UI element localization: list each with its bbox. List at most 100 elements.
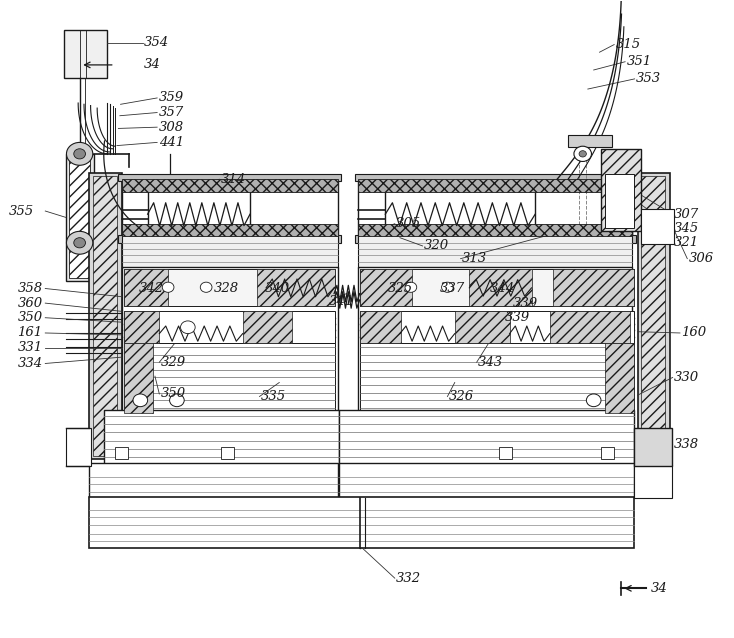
Bar bbox=[608, 176, 627, 195]
Text: 305: 305 bbox=[396, 217, 421, 230]
Text: 337: 337 bbox=[440, 282, 465, 295]
Text: 353: 353 bbox=[636, 72, 661, 85]
Circle shape bbox=[162, 282, 174, 292]
Bar bbox=[70, 157, 90, 278]
Bar bbox=[638, 173, 670, 459]
Text: 335: 335 bbox=[261, 390, 286, 403]
Bar bbox=[89, 463, 338, 498]
Bar bbox=[586, 135, 600, 144]
Text: 161: 161 bbox=[18, 327, 43, 339]
Bar bbox=[358, 179, 633, 237]
Circle shape bbox=[67, 142, 92, 165]
Bar bbox=[360, 269, 634, 306]
Bar bbox=[469, 269, 531, 306]
Bar bbox=[358, 179, 633, 192]
Text: 332: 332 bbox=[396, 572, 421, 584]
Bar bbox=[570, 135, 584, 144]
Bar bbox=[642, 209, 674, 244]
Bar bbox=[118, 174, 341, 181]
Bar bbox=[64, 30, 107, 78]
Bar bbox=[358, 235, 633, 268]
Circle shape bbox=[74, 149, 85, 159]
Circle shape bbox=[574, 146, 592, 161]
Text: 34: 34 bbox=[144, 59, 161, 71]
Text: 329: 329 bbox=[161, 356, 186, 369]
Circle shape bbox=[442, 282, 454, 292]
Circle shape bbox=[74, 238, 85, 248]
Bar bbox=[89, 173, 122, 459]
Bar bbox=[92, 176, 117, 456]
Bar bbox=[355, 235, 636, 243]
Text: 328: 328 bbox=[214, 282, 239, 295]
Bar bbox=[553, 269, 634, 306]
Text: 345: 345 bbox=[674, 221, 700, 235]
Circle shape bbox=[67, 232, 92, 254]
Text: 343: 343 bbox=[478, 356, 504, 369]
Bar bbox=[550, 311, 631, 343]
Bar bbox=[339, 410, 634, 466]
Text: 307: 307 bbox=[674, 208, 700, 221]
Bar bbox=[358, 224, 633, 237]
Bar bbox=[605, 174, 634, 228]
Bar bbox=[455, 311, 509, 343]
Bar bbox=[243, 311, 292, 343]
Text: 330: 330 bbox=[674, 371, 700, 384]
Bar bbox=[122, 267, 338, 414]
Bar bbox=[498, 447, 512, 459]
Text: 308: 308 bbox=[159, 121, 184, 134]
Bar bbox=[655, 212, 663, 241]
Text: 344: 344 bbox=[490, 282, 515, 295]
Bar bbox=[258, 269, 335, 306]
Bar bbox=[358, 267, 633, 414]
Text: 306: 306 bbox=[688, 252, 714, 265]
Circle shape bbox=[170, 394, 184, 406]
Text: 321: 321 bbox=[674, 236, 700, 249]
Text: 351: 351 bbox=[627, 56, 652, 68]
Bar bbox=[601, 149, 642, 232]
Bar bbox=[66, 428, 91, 466]
Bar bbox=[634, 465, 672, 498]
Bar bbox=[608, 200, 627, 225]
Text: 441: 441 bbox=[159, 136, 184, 149]
Circle shape bbox=[405, 282, 417, 292]
Text: 350: 350 bbox=[18, 311, 43, 324]
Bar bbox=[339, 463, 634, 498]
Text: 338: 338 bbox=[674, 438, 700, 451]
Circle shape bbox=[200, 282, 212, 292]
Text: 359: 359 bbox=[159, 91, 184, 105]
Bar bbox=[122, 235, 338, 268]
Text: 357: 357 bbox=[159, 106, 184, 119]
Bar bbox=[103, 410, 339, 466]
Text: 341: 341 bbox=[329, 295, 354, 308]
Bar bbox=[642, 176, 665, 456]
Bar bbox=[66, 154, 93, 281]
Bar bbox=[115, 447, 128, 459]
Bar bbox=[118, 235, 341, 243]
Bar bbox=[360, 311, 401, 343]
Bar bbox=[124, 269, 335, 306]
Bar bbox=[124, 311, 159, 343]
Bar bbox=[122, 224, 338, 237]
Text: 315: 315 bbox=[616, 38, 641, 51]
Text: 340: 340 bbox=[265, 282, 290, 295]
Bar bbox=[221, 447, 234, 459]
Text: 342: 342 bbox=[139, 282, 164, 295]
Bar bbox=[89, 497, 634, 547]
Bar bbox=[360, 269, 412, 306]
Text: 326: 326 bbox=[449, 390, 474, 403]
Text: 160: 160 bbox=[681, 327, 707, 339]
Text: 354: 354 bbox=[144, 36, 169, 49]
Circle shape bbox=[586, 394, 601, 406]
Bar bbox=[568, 135, 612, 147]
Bar bbox=[355, 174, 636, 181]
Circle shape bbox=[181, 321, 195, 334]
Bar bbox=[124, 343, 335, 413]
Bar bbox=[122, 179, 338, 192]
Text: 339: 339 bbox=[504, 311, 530, 324]
Bar bbox=[124, 311, 335, 343]
Text: 313: 313 bbox=[462, 252, 487, 265]
Text: 355: 355 bbox=[9, 205, 34, 218]
Bar bbox=[360, 343, 634, 413]
Text: 320: 320 bbox=[424, 239, 449, 253]
Text: 314: 314 bbox=[221, 173, 246, 186]
